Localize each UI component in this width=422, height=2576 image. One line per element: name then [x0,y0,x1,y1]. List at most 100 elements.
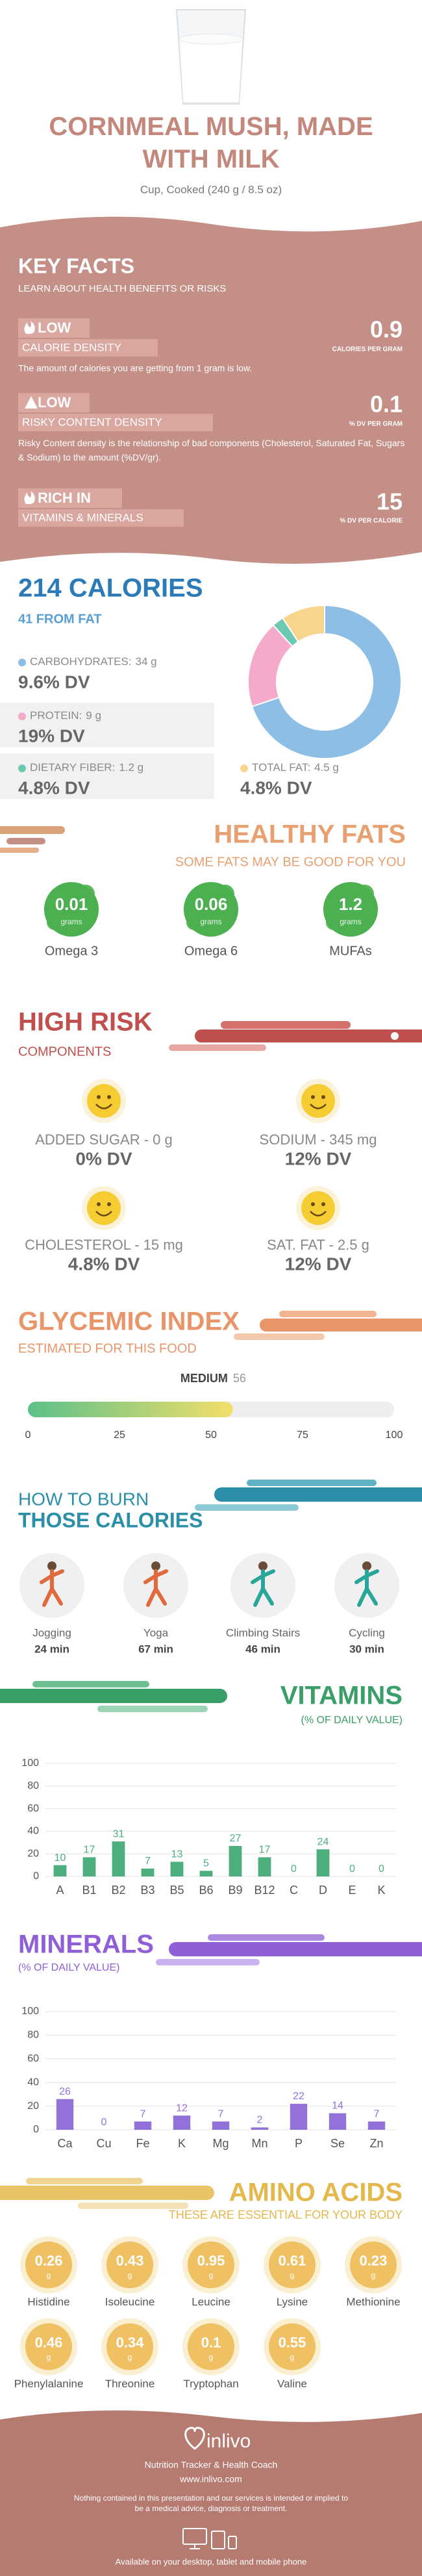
fat-unit: grams [340,917,361,926]
bar [82,1857,96,1876]
bar [329,2113,347,2130]
fact-description: Risky Content density is the relationshi… [18,438,405,462]
description-box: Risky Content density is the relationshi… [18,438,405,462]
smiley [87,1191,121,1225]
data-label: 2 [257,2115,263,2126]
y-tick-label: 20 [27,2101,39,2112]
fact-label: RISKY CONTENT DENSITY [22,416,162,428]
legend-dot [18,659,26,666]
risk-label: SODIUM - 345 mg [260,1131,377,1148]
x-tick-label: Cu [96,2137,111,2150]
smiley-eye [321,1202,325,1206]
data-label: 7 [374,2108,380,2119]
legend-value: 4.5 g [314,761,339,774]
label-box [18,414,213,431]
calories-title: 214 CALORIES [18,574,203,603]
section-subtitle: (% OF DAILY VALUE) [301,1715,403,1726]
x-tick-label: P [295,2137,303,2150]
section-subtitle: COMPONENTS [18,1044,111,1059]
label-box [18,509,184,527]
gauge-value: 56 [233,1372,246,1385]
smiley-mouth [310,1104,327,1109]
activity-name: Jogging [32,1626,71,1639]
section-title: VITAMINS [280,1682,403,1710]
smiley-eye [321,1095,325,1099]
flame-icon [24,321,35,335]
data-label: 12 [176,2102,188,2114]
flame-icon [24,491,35,505]
amino-value: 0.95 [197,2253,225,2269]
fact-description: The amount of calories you are getting f… [18,363,252,373]
y-tick-label: 40 [27,1826,39,1837]
activity-time: 67 min [138,1643,173,1655]
amino-circle [25,2241,72,2288]
data-label: 14 [332,2101,343,2112]
brand: inlivo [206,2431,251,2452]
activity-name: Cycling [349,1626,385,1639]
decor-stripes [195,1480,422,1511]
key-facts-bg [0,216,422,564]
smiley [301,1084,335,1118]
bar [290,2103,308,2130]
y-tick-label: 40 [27,2077,39,2088]
data-label: 31 [113,1828,125,1839]
x-tick-label: 0 [25,1430,31,1441]
decor-stripes [156,1934,422,1965]
legend-label: CARBOHYDRATES: 34 g [30,655,157,668]
data-label: 22 [293,2091,304,2102]
x-tick-label: 75 [297,1430,308,1441]
y-tick-label: 0 [33,2124,39,2135]
smiley-eye [97,1095,101,1099]
data-label: 10 [55,1852,66,1863]
amino-name: Histidine [27,2295,69,2308]
page-subtitle: Cup, Cooked (240 g / 8.5 oz) [140,183,282,196]
page-title: CORNMEAL MUSH, MADE WITH MILK [49,112,373,173]
amino-circle [25,2323,72,2370]
fact-value: 0.9 [370,316,403,343]
legend-dv: 19% DV [18,726,85,746]
amino-unit: g [128,2353,132,2362]
fact-value: 0.1 [370,391,403,418]
url: www.inlivo.com [179,2474,242,2484]
smiley-mouth [95,1104,112,1109]
risk-dv: 12% DV [285,1148,352,1168]
risk-dv: 12% DV [285,1254,352,1274]
y-tick-label: 60 [27,2053,39,2064]
level: RICH IN [38,490,91,506]
fat-unit: grams [60,917,82,926]
legend-band [0,753,214,799]
gauge-fill [28,1402,233,1417]
person-head [258,1561,267,1571]
bar [367,2121,386,2130]
bar [56,2099,74,2130]
y-tick-label: 80 [27,2030,39,2041]
data-label: 0 [101,2117,107,2128]
warning-icon [25,396,38,409]
section-title: HOW TO BURN [18,1489,149,1509]
data-label: 17 [259,1845,271,1856]
legend-label: TOTAL FAT: 4.5 g [252,761,339,774]
x-tick-label: 100 [386,1430,403,1441]
decor-stripes [234,1311,422,1340]
person-body [143,1569,168,1607]
legend-category: TOTAL FAT: [252,761,310,774]
x-tick-label: A [56,1884,64,1897]
level: LOW [38,320,71,336]
gauge-label: MEDIUM [180,1372,228,1385]
amino-circle [188,2323,234,2370]
amino-unit: g [371,2271,376,2280]
bar [134,2121,152,2130]
x-tick-label: Se [330,2137,345,2150]
y-tick-label: 0 [33,1871,39,1882]
data-label: 17 [84,1845,95,1856]
risk-dv: 4.8% DV [68,1254,140,1274]
y-tick-label: 100 [21,1758,39,1769]
level: LOW [38,394,71,410]
amino-name: Phenylalanine [14,2377,84,2390]
x-tick-label: Zn [369,2137,383,2150]
smiley [301,1191,335,1225]
legend-dot [18,713,26,720]
amino-circle [269,2323,316,2370]
risk-label: CHOLESTEROL - 15 mg [25,1237,183,1253]
legend-value: 1.2 g [119,761,143,774]
